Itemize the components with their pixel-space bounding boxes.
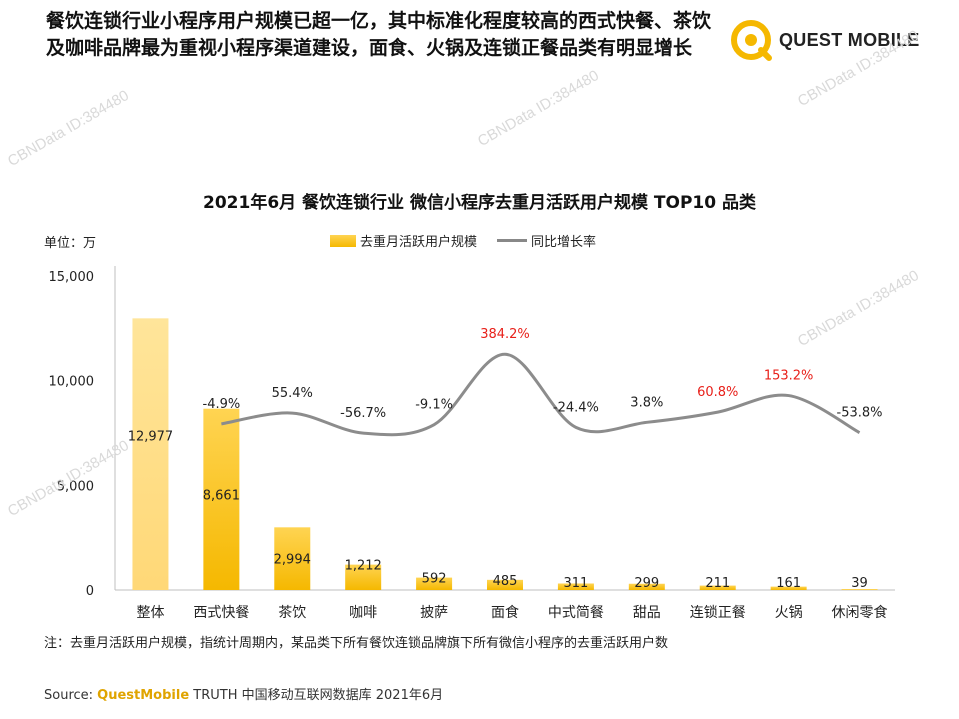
growth-rate-label: 384.2% [480, 327, 530, 342]
growth-rate-label: -56.7% [340, 406, 386, 421]
legend-bar-label: 去重月活跃用户规模 [360, 235, 478, 250]
growth-rate-label: 55.4% [272, 386, 313, 401]
x-tick-label: 火锅 [775, 605, 803, 621]
x-tick-label: 披萨 [420, 605, 448, 621]
legend-bar-swatch [330, 234, 356, 247]
headline: 餐饮连锁行业小程序用户规模已超一亿，其中标准化程度较高的西式快餐、茶饮及咖啡品牌… [46, 10, 712, 59]
unit-label: 单位：万 [44, 236, 97, 251]
bar [557, 583, 594, 590]
growth-line [221, 352, 861, 437]
source-rest: TRUTH 中国移动互联网数据库 2021年6月 [193, 688, 444, 703]
bar [345, 564, 382, 590]
legend-line-swatch [497, 239, 528, 242]
bar [416, 577, 453, 590]
bar-value-label: 12,977 [128, 430, 174, 445]
y-tick-label: 5,000 [57, 479, 94, 494]
logo-icon [731, 20, 772, 61]
growth-rate-label: -53.8% [837, 406, 883, 421]
bar-value-label: 299 [634, 576, 659, 591]
bar-value-label: 39 [851, 576, 868, 591]
bar-value-label: 161 [776, 576, 801, 591]
x-tick-label: 西式快餐 [193, 605, 249, 621]
bar-value-label: 211 [705, 576, 730, 591]
chart-plot: 0 5,000 10,000 15,000 12,977 8,661 2,994 1,212 5… [49, 266, 895, 621]
bar-value-label: 592 [422, 572, 447, 587]
x-tick-label: 连锁正餐 [690, 605, 746, 621]
x-tick-label: 面食 [491, 604, 519, 621]
x-tick-label: 茶饮 [278, 605, 306, 621]
growth-rate-label: -24.4% [553, 400, 599, 415]
growth-rate-label: 3.8% [630, 395, 663, 410]
growth-rate-label: -9.1% [415, 398, 453, 413]
x-tick-label: 咖啡 [349, 605, 377, 621]
bar-value-label: 311 [563, 576, 588, 591]
logo-text: QUEST MOBILE [779, 30, 920, 50]
growth-rate-label: 153.2% [764, 369, 814, 384]
legend: 去重月活跃用户规模 同比增长率 [330, 231, 596, 250]
bar-value-label: 485 [493, 574, 518, 589]
x-tick-label: 中式简餐 [548, 604, 604, 621]
bar [841, 589, 878, 590]
bar-value-label: 8,661 [203, 488, 240, 503]
bar [274, 527, 311, 590]
bar [487, 579, 523, 590]
growth-rate-label: 60.8% [697, 385, 738, 400]
bar-value-label: 2,994 [274, 553, 311, 568]
y-tick-label: 0 [86, 584, 94, 599]
bar [132, 318, 169, 590]
x-tick-label: 甜品 [633, 605, 661, 621]
bar-value-label: 1,212 [345, 559, 382, 574]
source-brand: QuestMobile [97, 688, 190, 703]
bar [628, 583, 665, 590]
y-tick-label: 15,000 [49, 270, 95, 285]
bar [699, 585, 736, 590]
growth-rate-label: -4.9% [203, 397, 241, 412]
source-prefix: Source: [44, 688, 94, 703]
footnote: 注：去重月活跃用户规模，指统计周期内，某品类下所有餐饮连锁品牌旗下所有微信小程序… [44, 636, 669, 651]
bar [203, 408, 240, 590]
bar [770, 586, 807, 590]
source-line: Source: QuestMobile TRUTH 中国移动互联网数据库 202… [44, 684, 443, 703]
x-tick-label: 整体 [136, 605, 164, 621]
y-tick-label: 10,000 [49, 375, 95, 390]
questmobile-logo: QUEST MOBILE [727, 10, 927, 70]
chart-title: 2021年6月 餐饮连锁行业 微信小程序去重月活跃用户规模 TOP10 品类 [203, 193, 756, 213]
legend-line-label: 同比增长率 [531, 235, 597, 250]
x-tick-label: 休闲零食 [832, 604, 888, 621]
